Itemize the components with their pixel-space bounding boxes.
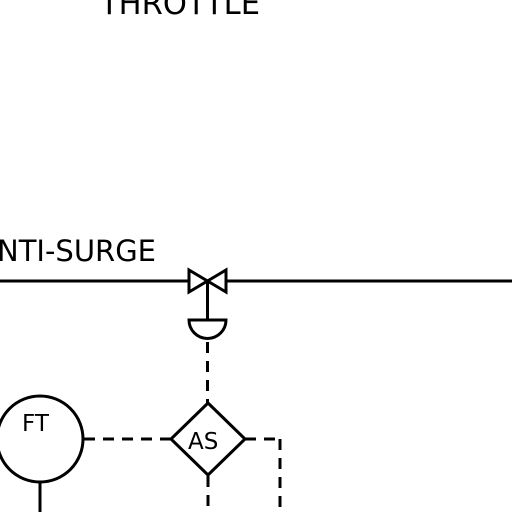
flow-transmitter: FT [0,394,85,512]
control-valve-icon [187,267,228,340]
anti-surge-controller: AS [168,400,248,478]
flow-transmitter-label: FT [22,411,50,437]
anti-surge-label: NTI-SURGE [0,234,156,268]
instrument-bubble-icon [0,394,85,484]
anti-surge-controller-label: AS [188,429,218,455]
throttle-label: THROTTLE [99,0,260,22]
controller-diamond-icon [168,400,248,478]
